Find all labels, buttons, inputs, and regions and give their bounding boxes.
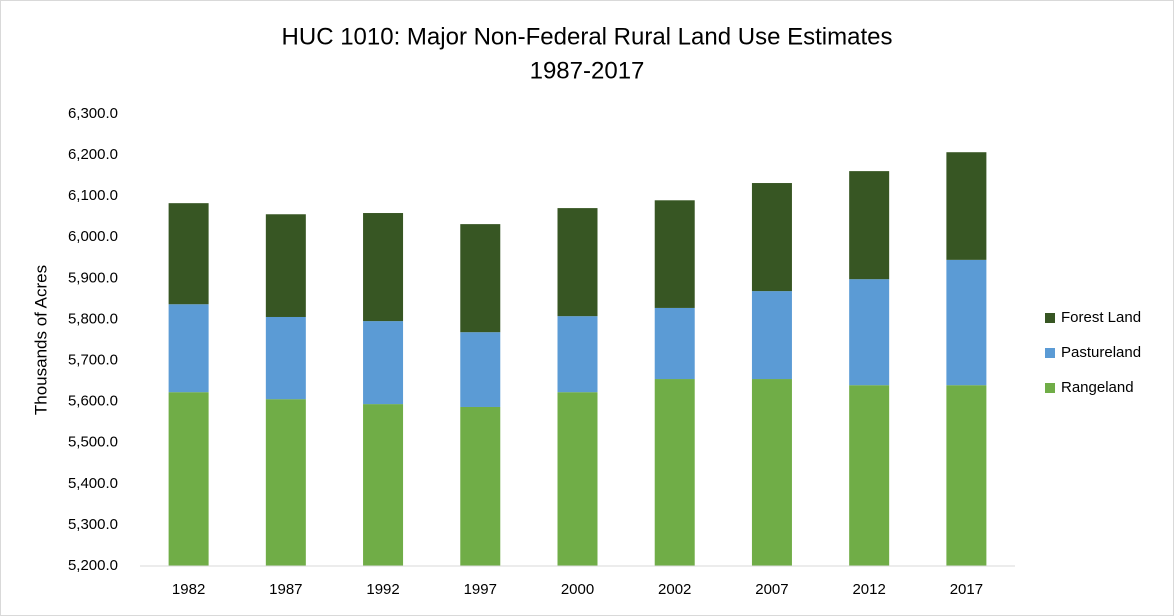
- legend-swatch: [1045, 313, 1055, 323]
- x-tick-label: 2012: [852, 581, 885, 598]
- y-tick-label: 5,300.0: [68, 516, 118, 533]
- bar-segment: [849, 385, 890, 566]
- bar-segment: [751, 291, 792, 380]
- bar-segment: [751, 379, 792, 566]
- bar-segment: [265, 316, 306, 400]
- x-tick-label: 1982: [172, 581, 205, 598]
- bar-segment: [265, 214, 306, 317]
- bar-segment: [751, 183, 792, 292]
- bar-segment: [168, 392, 209, 566]
- x-tick-label: 1987: [269, 581, 302, 598]
- bar-segment: [363, 404, 404, 566]
- chart-title: 1987-2017: [530, 57, 645, 84]
- y-tick-label: 6,200.0: [68, 146, 118, 163]
- legend-label: Forest Land: [1061, 309, 1141, 326]
- bar-segment: [654, 307, 695, 380]
- x-tick-label: 2017: [950, 581, 983, 598]
- legend-swatch: [1045, 348, 1055, 358]
- y-tick-label: 5,800.0: [68, 310, 118, 327]
- legend-swatch: [1045, 383, 1055, 393]
- bar-segment: [168, 304, 209, 393]
- bar-segment: [363, 213, 404, 322]
- bar-segment: [460, 224, 501, 333]
- y-tick-label: 5,900.0: [68, 269, 118, 286]
- bar-segment: [849, 279, 890, 386]
- bar-segment: [557, 208, 598, 317]
- y-tick-label: 6,100.0: [68, 187, 118, 204]
- bar-segment: [168, 203, 209, 305]
- legend-label: Pastureland: [1061, 344, 1141, 361]
- bar-segment: [654, 200, 695, 308]
- legend-label: Rangeland: [1061, 379, 1134, 396]
- y-tick-label: 5,400.0: [68, 475, 118, 492]
- y-tick-label: 5,700.0: [68, 352, 118, 369]
- bar-segment: [557, 316, 598, 393]
- y-axis-label: Thousands of Acres: [31, 265, 50, 415]
- x-tick-label: 2002: [658, 581, 691, 598]
- bar-segment: [849, 171, 890, 280]
- y-tick-label: 5,500.0: [68, 434, 118, 451]
- x-tick-label: 2000: [561, 581, 594, 598]
- bar-segment: [946, 259, 987, 386]
- bar-segment: [265, 399, 306, 566]
- y-tick-label: 6,300.0: [68, 105, 118, 122]
- bar-segment: [946, 385, 987, 566]
- bar-segment: [557, 392, 598, 566]
- bar-segment: [460, 332, 501, 407]
- y-tick-label: 6,000.0: [68, 228, 118, 245]
- x-tick-label: 1992: [366, 581, 399, 598]
- bar-segment: [654, 379, 695, 566]
- chart-title: HUC 1010: Major Non-Federal Rural Land U…: [282, 23, 893, 50]
- bar-segment: [363, 321, 404, 405]
- bar-segment: [946, 152, 987, 260]
- y-tick-label: 5,200.0: [68, 557, 118, 574]
- y-tick-label: 5,600.0: [68, 393, 118, 410]
- bar-segment: [460, 406, 501, 566]
- x-tick-label: 1997: [464, 581, 497, 598]
- x-tick-label: 2007: [755, 581, 788, 598]
